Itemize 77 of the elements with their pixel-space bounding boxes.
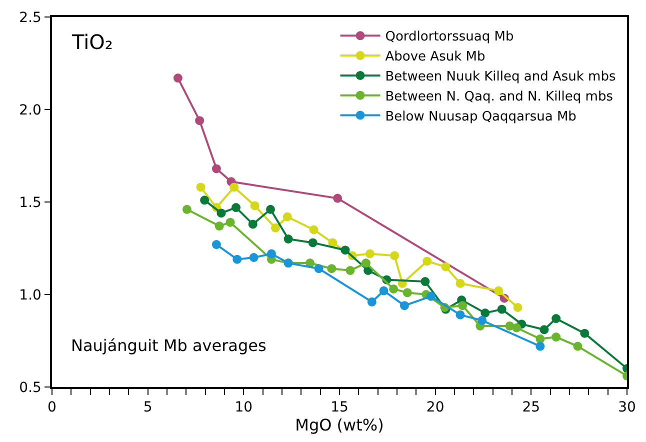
point [494,286,504,296]
point [230,182,239,192]
point [422,256,432,266]
point [232,203,240,212]
point [456,278,465,288]
y-tick-label: 2.5 [19,10,42,26]
point [314,264,324,274]
point [195,116,204,126]
point [361,258,370,268]
point [426,292,436,301]
point [400,301,409,310]
y-tick-label: 1.5 [19,194,42,211]
y-tick-label: 0.5 [19,380,42,396]
point [250,201,260,210]
point [309,225,318,234]
annotation: Naujánguit Mb averages [71,336,266,355]
legend-label: Above Asuk Mb [385,50,486,65]
annotation: TiO₂ [71,30,113,54]
point [540,325,549,334]
point [212,164,221,174]
point [573,342,582,351]
point [308,238,318,248]
point [248,220,258,229]
point [282,212,292,222]
point [389,284,398,294]
point [266,204,275,214]
point [441,262,450,272]
x-tick-label: 15 [330,400,348,416]
point [216,208,226,218]
legend-label: Below Nuusap Qaqqarsua Mb [385,109,576,124]
x-tick-label: 0 [48,400,56,416]
point [379,286,388,296]
point [214,222,224,231]
y-tick-label: 1.0 [19,287,42,304]
point [390,251,400,260]
point [365,249,374,258]
point [266,249,276,258]
point [420,277,430,286]
point [173,74,182,83]
point [512,323,522,332]
point [552,332,561,342]
point [456,310,465,320]
point [196,182,206,192]
point [328,238,338,248]
point [497,304,506,314]
point [182,204,192,214]
point [513,302,522,312]
legend-label: Qordlortorssuaq Mb [385,30,514,45]
point [458,301,468,310]
point [402,288,412,298]
x-tick-label: 10 [234,400,253,416]
point [284,234,293,244]
point [200,196,210,205]
point [367,297,376,306]
point [232,254,242,264]
point [333,194,342,203]
point [536,334,545,344]
x-axis-title: MgO (wt%) [295,416,384,435]
point [212,240,221,250]
point [327,264,336,274]
point [249,253,258,262]
point [480,308,490,318]
point [346,266,355,275]
x-tick-label: 20 [426,400,444,416]
x-tick-label: 5 [143,400,152,416]
legend-label: Between N. Qaq. and N. Killeq mbs [385,89,614,104]
point [478,316,487,325]
point [226,218,235,227]
x-tick-label: 30 [618,400,636,416]
point [552,314,561,324]
x-tick-label: 25 [522,400,540,416]
point [340,246,350,255]
point [580,328,590,338]
point [270,223,280,232]
legend-label: Between Nuuk Killeq and Asuk mbs [385,70,616,85]
point [536,342,545,351]
y-tick-label: 2.0 [19,102,42,118]
